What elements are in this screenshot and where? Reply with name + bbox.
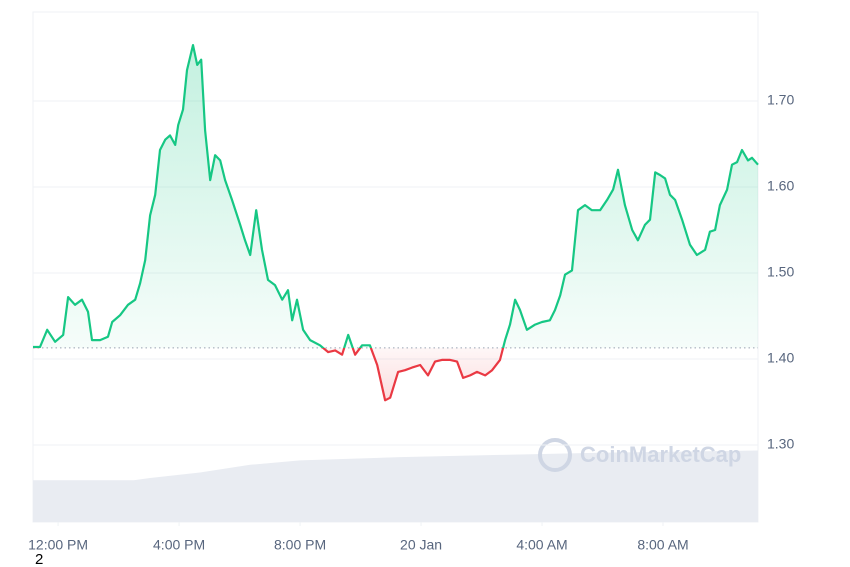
volume-area	[33, 450, 758, 522]
y-tick-label: 1.40	[767, 350, 794, 366]
y-tick-label: 1.30	[767, 436, 794, 452]
y-tick-label: 1.70	[767, 92, 794, 108]
watermark-text: CoinMarketCap	[580, 442, 741, 467]
x-tick-label: 4:00 AM	[516, 537, 567, 553]
price-area	[33, 45, 758, 401]
x-tick-label: 12:00 PM	[28, 537, 88, 553]
x-tick-label: 4:00 PM	[153, 537, 205, 553]
x-tick-label: 8:00 PM	[274, 537, 326, 553]
price-line	[33, 44, 759, 402]
watermark-logo	[538, 438, 572, 472]
y-tick-label: 1.50	[767, 264, 794, 280]
watermark: CoinMarketCap	[538, 438, 741, 472]
y-tick-label: 1.60	[767, 178, 794, 194]
x-tick-label: 20 Jan	[400, 537, 442, 553]
page-number: 2	[35, 551, 43, 567]
x-tick-label: 8:00 AM	[637, 537, 688, 553]
